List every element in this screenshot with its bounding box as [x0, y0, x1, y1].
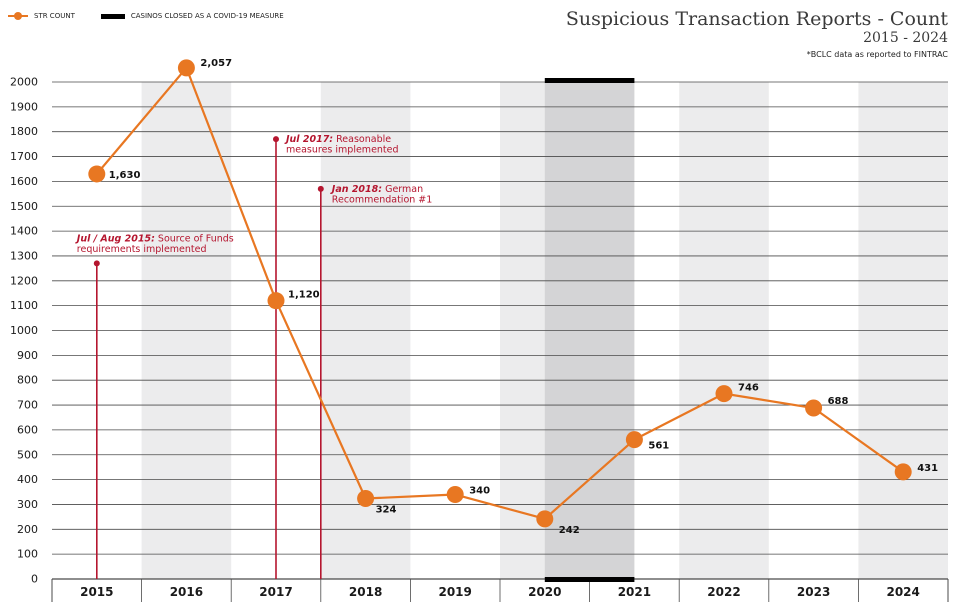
x-tick-2016: 2016 — [170, 585, 203, 599]
annotation-dot-2 — [317, 185, 324, 192]
y-tick-0: 0 — [31, 573, 38, 586]
data-point-2019 — [446, 486, 464, 504]
annotation-desc-2: German — [382, 184, 423, 195]
title-block: Suspicious Transaction Reports - Count 2… — [566, 8, 948, 59]
data-label-2016: 2,057 — [200, 58, 232, 69]
data-label-2017: 1,120 — [288, 290, 320, 301]
y-tick-2000: 2000 — [10, 76, 38, 89]
data-label-2018: 324 — [376, 504, 397, 515]
y-tick-500: 500 — [17, 448, 38, 461]
annotation-date-2: Jan 2018: — [330, 184, 382, 195]
y-tick-1200: 1200 — [10, 274, 38, 287]
data-label-2024: 431 — [917, 463, 938, 474]
data-point-2018 — [357, 489, 375, 507]
source-note: *BCLC data as reported to FINTRAC — [806, 50, 948, 59]
x-tick-2024: 2024 — [886, 585, 919, 599]
data-label-2019: 340 — [469, 486, 490, 497]
annotation-text-1: Jul 2017: Reasonable — [284, 134, 391, 145]
data-label-2015: 1,630 — [109, 170, 141, 181]
y-tick-1800: 1800 — [10, 125, 38, 138]
x-tick-2018: 2018 — [349, 585, 382, 599]
legend-bar-swatch — [100, 13, 125, 19]
annotation-text-line2-2: Recommendation #1 — [332, 194, 433, 205]
x-tick-2020: 2020 — [528, 585, 561, 599]
covid-marker-bottom — [544, 577, 635, 582]
y-tick-200: 200 — [17, 523, 38, 536]
data-point-2016 — [177, 59, 195, 77]
data-point-2022 — [715, 385, 733, 403]
legend: STR COUNT CASINOS CLOSED AS A COVID-19 M… — [8, 12, 310, 20]
x-tick-2022: 2022 — [707, 585, 740, 599]
covid-marker-top — [544, 78, 635, 83]
y-tick-1900: 1900 — [10, 100, 38, 113]
y-tick-800: 800 — [17, 374, 38, 387]
annotation-text-2: Jan 2018: German — [330, 184, 423, 195]
annotation-text-line2-1: measures implemented — [286, 145, 399, 156]
y-tick-900: 900 — [17, 349, 38, 362]
data-label-2021: 561 — [648, 441, 669, 452]
annotation-text-line2-0: requirements implemented — [77, 244, 207, 255]
legend-item-casinos-closed: CASINOS CLOSED AS A COVID-19 MEASURE — [100, 12, 284, 20]
annotation-date-1: Jul 2017: — [284, 134, 333, 145]
annotation-dot-0 — [93, 260, 100, 267]
legend-line-swatch — [8, 12, 28, 20]
legend-label-casinos-closed: CASINOS CLOSED AS A COVID-19 MEASURE — [130, 12, 284, 20]
legend-label-str-count: STR COUNT — [34, 12, 75, 20]
data-point-2023 — [805, 399, 823, 417]
chart-title: Suspicious Transaction Reports - Count — [565, 8, 948, 30]
x-tick-2017: 2017 — [259, 585, 292, 599]
annotation-text-0: Jul / Aug 2015: Source of Funds — [75, 233, 234, 244]
data-label-2022: 746 — [738, 383, 759, 394]
x-tick-2021: 2021 — [618, 585, 651, 599]
y-tick-300: 300 — [17, 498, 38, 511]
data-point-2015 — [88, 165, 106, 183]
y-tick-600: 600 — [17, 423, 38, 436]
data-point-2021 — [625, 431, 643, 449]
x-tick-2019: 2019 — [438, 585, 471, 599]
y-tick-100: 100 — [17, 548, 38, 561]
y-tick-1500: 1500 — [10, 200, 38, 213]
legend-item-str-count: STR COUNT — [8, 12, 75, 20]
x-tick-2015: 2015 — [80, 585, 113, 599]
y-tick-1700: 1700 — [10, 150, 38, 163]
y-tick-1300: 1300 — [10, 249, 38, 262]
data-point-2020 — [536, 510, 554, 528]
annotation-date-0: Jul / Aug 2015: — [75, 233, 155, 244]
data-point-2024 — [894, 463, 912, 481]
annotation-dot-1 — [273, 136, 279, 143]
y-tick-1000: 1000 — [10, 324, 38, 337]
data-label-2023: 688 — [828, 396, 849, 407]
y-tick-700: 700 — [17, 399, 38, 412]
y-tick-400: 400 — [17, 473, 38, 486]
annotation-desc-1: Reasonable — [333, 134, 391, 145]
y-tick-1100: 1100 — [10, 299, 38, 312]
data-label-2020: 242 — [559, 525, 580, 536]
y-tick-1600: 1600 — [10, 175, 38, 188]
annotation-desc-0: Source of Funds — [155, 233, 234, 244]
series-line-str-count — [95, 66, 904, 520]
y-tick-1400: 1400 — [10, 225, 38, 238]
data-point-2017 — [267, 292, 285, 310]
x-tick-2023: 2023 — [797, 585, 830, 599]
chart-subtitle: 2015 - 2024 — [863, 30, 948, 46]
